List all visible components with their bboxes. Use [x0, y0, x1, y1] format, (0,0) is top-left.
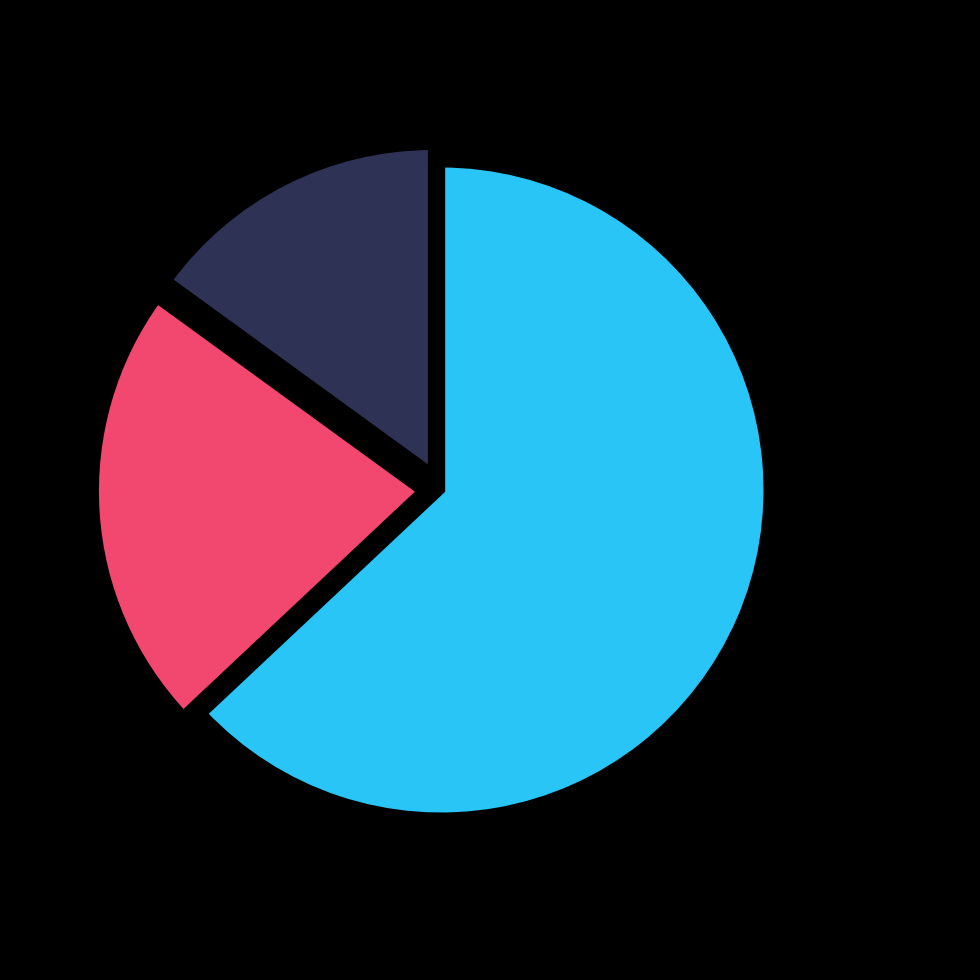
Wedge shape [95, 299, 421, 714]
Wedge shape [203, 164, 767, 816]
Wedge shape [168, 146, 432, 472]
